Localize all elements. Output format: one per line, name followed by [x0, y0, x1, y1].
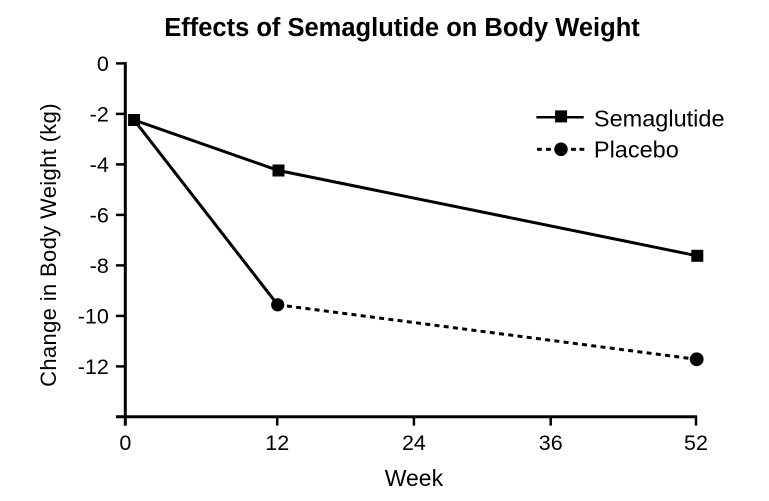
- svg-text:12: 12: [265, 431, 289, 455]
- svg-text:Week: Week: [385, 465, 444, 491]
- svg-text:0: 0: [119, 431, 131, 455]
- svg-text:Effects of Semaglutide on Body: Effects of Semaglutide on Body Weight: [164, 14, 640, 42]
- svg-text:Semaglutide: Semaglutide: [594, 105, 725, 131]
- svg-text:-2: -2: [90, 103, 109, 127]
- svg-text:-12: -12: [78, 355, 109, 379]
- svg-text:-10: -10: [78, 305, 109, 329]
- svg-text:52: 52: [684, 431, 708, 455]
- svg-text:-6: -6: [90, 204, 109, 228]
- svg-text:24: 24: [402, 431, 426, 455]
- svg-text:-8: -8: [90, 254, 109, 278]
- svg-text:0: 0: [97, 52, 109, 76]
- svg-text:Placebo: Placebo: [594, 137, 679, 163]
- svg-text:-4: -4: [90, 153, 109, 177]
- svg-text:36: 36: [539, 431, 563, 455]
- svg-text:Change in Body Weight (kg): Change in Body Weight (kg): [36, 103, 61, 387]
